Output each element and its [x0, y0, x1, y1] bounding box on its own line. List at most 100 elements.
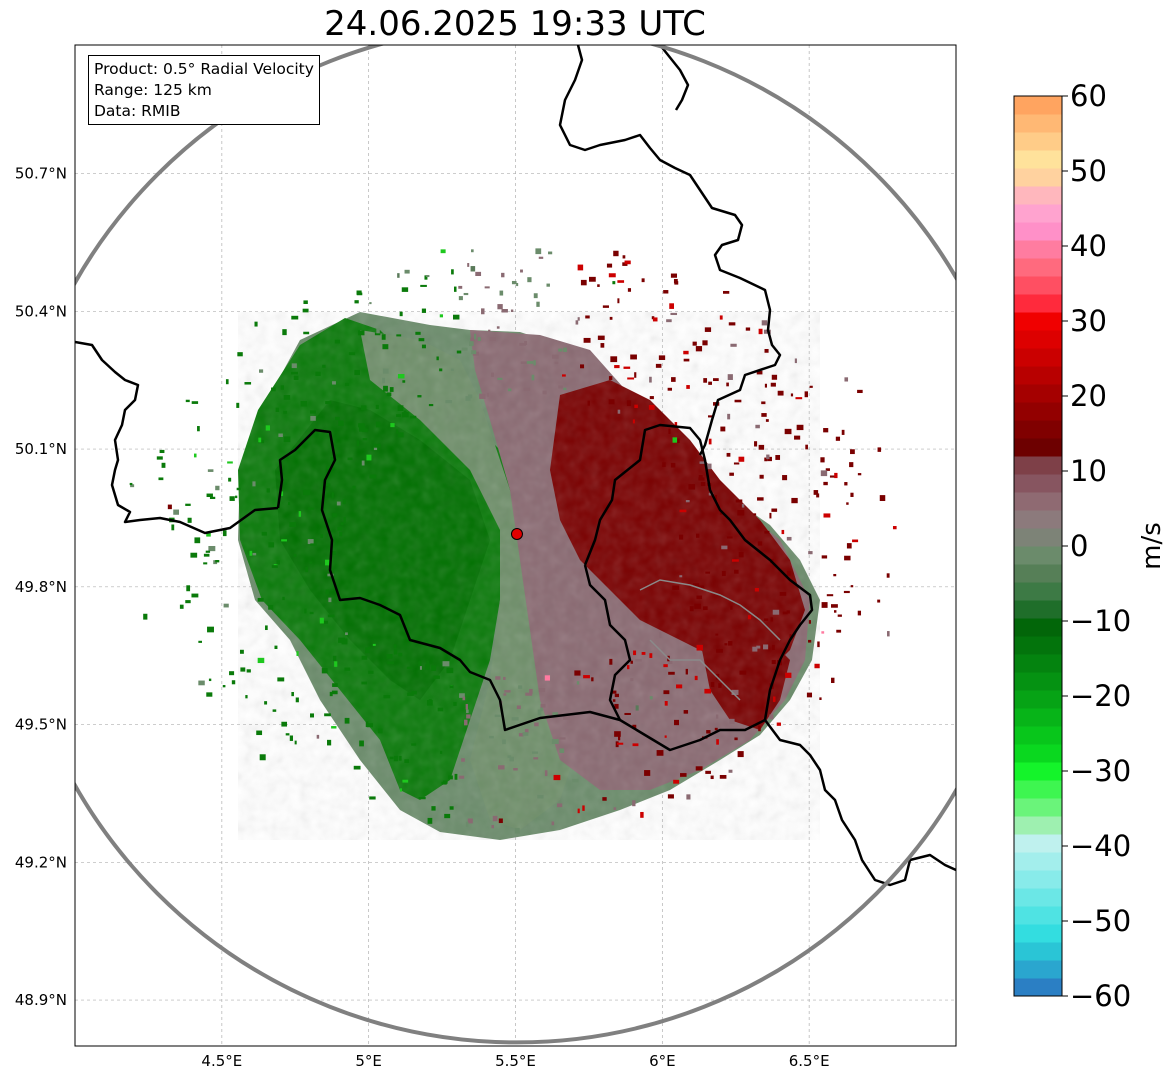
colorbar-band	[1014, 222, 1062, 241]
colorbar-band	[1014, 636, 1062, 655]
colorbar-band	[1014, 978, 1062, 997]
colorbar-tick-label: −30	[1070, 754, 1131, 788]
colorbar-band	[1014, 726, 1062, 745]
colorbar-band	[1014, 438, 1062, 457]
colorbar-tick-label: −40	[1070, 829, 1131, 863]
echo-speckles	[129, 248, 897, 834]
colorbar-band	[1014, 762, 1062, 781]
colorbar-tick-label: −20	[1070, 679, 1131, 713]
colorbar-band	[1014, 942, 1062, 961]
colorbar-band	[1014, 708, 1062, 727]
lon-tick-label: 4.5°E	[201, 1052, 242, 1070]
product-label: Product: 0.5° Radial Velocity	[94, 60, 314, 78]
colorbar-band	[1014, 204, 1062, 223]
colorbar-band	[1014, 870, 1062, 889]
colorbar-unit-label: m/s	[1137, 522, 1167, 570]
colorbar-band	[1014, 546, 1062, 565]
product-info-box: Product: 0.5° Radial Velocity Range: 125…	[88, 55, 320, 125]
border-france-belgium	[276, 428, 621, 732]
colorbar-tick-label: 60	[1070, 79, 1107, 113]
range-ring	[75, 45, 956, 1045]
colorbar-band	[1014, 150, 1062, 169]
colorbar-tick-label: 40	[1070, 229, 1107, 263]
border-germany-north	[659, 45, 690, 111]
colorbar-band	[1014, 474, 1062, 493]
colorbar-band	[1014, 258, 1062, 277]
map-frame	[74, 44, 957, 1047]
colorbar-tick-label: −10	[1070, 604, 1131, 638]
colorbar-tick-label: −60	[1070, 979, 1131, 1013]
colorbar-band	[1014, 366, 1062, 385]
colorbar-tick-label: 10	[1070, 454, 1107, 488]
lon-tick-label: 5.5°E	[495, 1052, 536, 1070]
colorbar-band	[1014, 798, 1062, 817]
colorbar-band	[1014, 492, 1062, 511]
colorbar-band	[1014, 600, 1062, 619]
colorbar-tick-label: 0	[1070, 529, 1088, 563]
colorbar-band	[1014, 852, 1062, 871]
border-germany-east	[558, 45, 782, 456]
lat-tick-label: 50.7°N	[15, 165, 67, 183]
colorbar-band	[1014, 456, 1062, 475]
lon-tick-label: 5°E	[355, 1052, 382, 1070]
colorbar-band	[1014, 906, 1062, 925]
province-borders	[639, 579, 781, 701]
country-borders	[75, 45, 956, 887]
colorbar-tick-label: −50	[1070, 904, 1131, 938]
colorbar-band	[1014, 96, 1062, 115]
echo-texture	[238, 312, 820, 840]
colorbar-tick-label: 20	[1070, 379, 1107, 413]
colorbar-band	[1014, 384, 1062, 403]
border-belgium-west	[75, 340, 279, 535]
colorbar-band	[1014, 672, 1062, 691]
range-label: Range: 125 km	[94, 81, 212, 99]
colorbar-band	[1014, 888, 1062, 907]
border-france-germany	[764, 719, 956, 887]
colorbar-band	[1014, 330, 1062, 349]
colorbar-ticks: 60 50 40 30 20 10 0 −10 −20 −30 −40 −50 −60	[1062, 79, 1131, 1013]
colorbar-band	[1014, 294, 1062, 313]
colorbar-band	[1014, 168, 1062, 187]
colorbar-band	[1014, 402, 1062, 421]
colorbar-band	[1014, 582, 1062, 601]
colorbar-band	[1014, 528, 1062, 547]
colorbar-band	[1014, 816, 1062, 835]
lat-tick-label: 49.5°N	[15, 716, 67, 734]
colorbar-band	[1014, 420, 1062, 439]
colorbar-bands	[1014, 96, 1062, 997]
lon-tick-label: 6.5°E	[789, 1052, 830, 1070]
colorbar-band	[1014, 312, 1062, 331]
colorbar-band	[1014, 240, 1062, 259]
colorbar-band	[1014, 834, 1062, 853]
lat-tick-label: 50.4°N	[15, 302, 67, 320]
colorbar-band	[1014, 654, 1062, 673]
colorbar-tick-label: 30	[1070, 304, 1107, 338]
colorbar-band	[1014, 276, 1062, 295]
colorbar-band	[1014, 510, 1062, 529]
axis-ticks: 4.5°E 5°E 5.5°E 6°E 6.5°E 50.7°N 50.4°N 50.1°N 4…	[15, 165, 830, 1070]
radar-site-marker	[510, 528, 523, 541]
colorbar-band	[1014, 690, 1062, 709]
lon-tick-label: 6°E	[649, 1052, 676, 1070]
colorbar-tick-label: 50	[1070, 154, 1107, 188]
lat-tick-label: 49.8°N	[15, 578, 67, 596]
map-title: 24.06.2025 19:33 UTC	[324, 4, 706, 44]
colorbar-band	[1014, 618, 1062, 637]
colorbar-band	[1014, 186, 1062, 205]
velocity-echoes	[129, 248, 897, 840]
data-source-label: Data: RMIB	[94, 102, 181, 120]
lat-tick-label: 50.1°N	[15, 440, 67, 458]
colorbar-band	[1014, 348, 1062, 367]
colorbar-band	[1014, 114, 1062, 133]
colorbar-band	[1014, 744, 1062, 763]
colorbar-band	[1014, 780, 1062, 799]
colorbar-band	[1014, 924, 1062, 943]
colorbar-band	[1014, 960, 1062, 979]
colorbar-band	[1014, 564, 1062, 583]
lat-tick-label: 48.9°N	[15, 991, 67, 1009]
colorbar-band	[1014, 132, 1062, 151]
border-luxembourg	[583, 423, 814, 752]
lat-tick-label: 49.2°N	[15, 853, 67, 871]
